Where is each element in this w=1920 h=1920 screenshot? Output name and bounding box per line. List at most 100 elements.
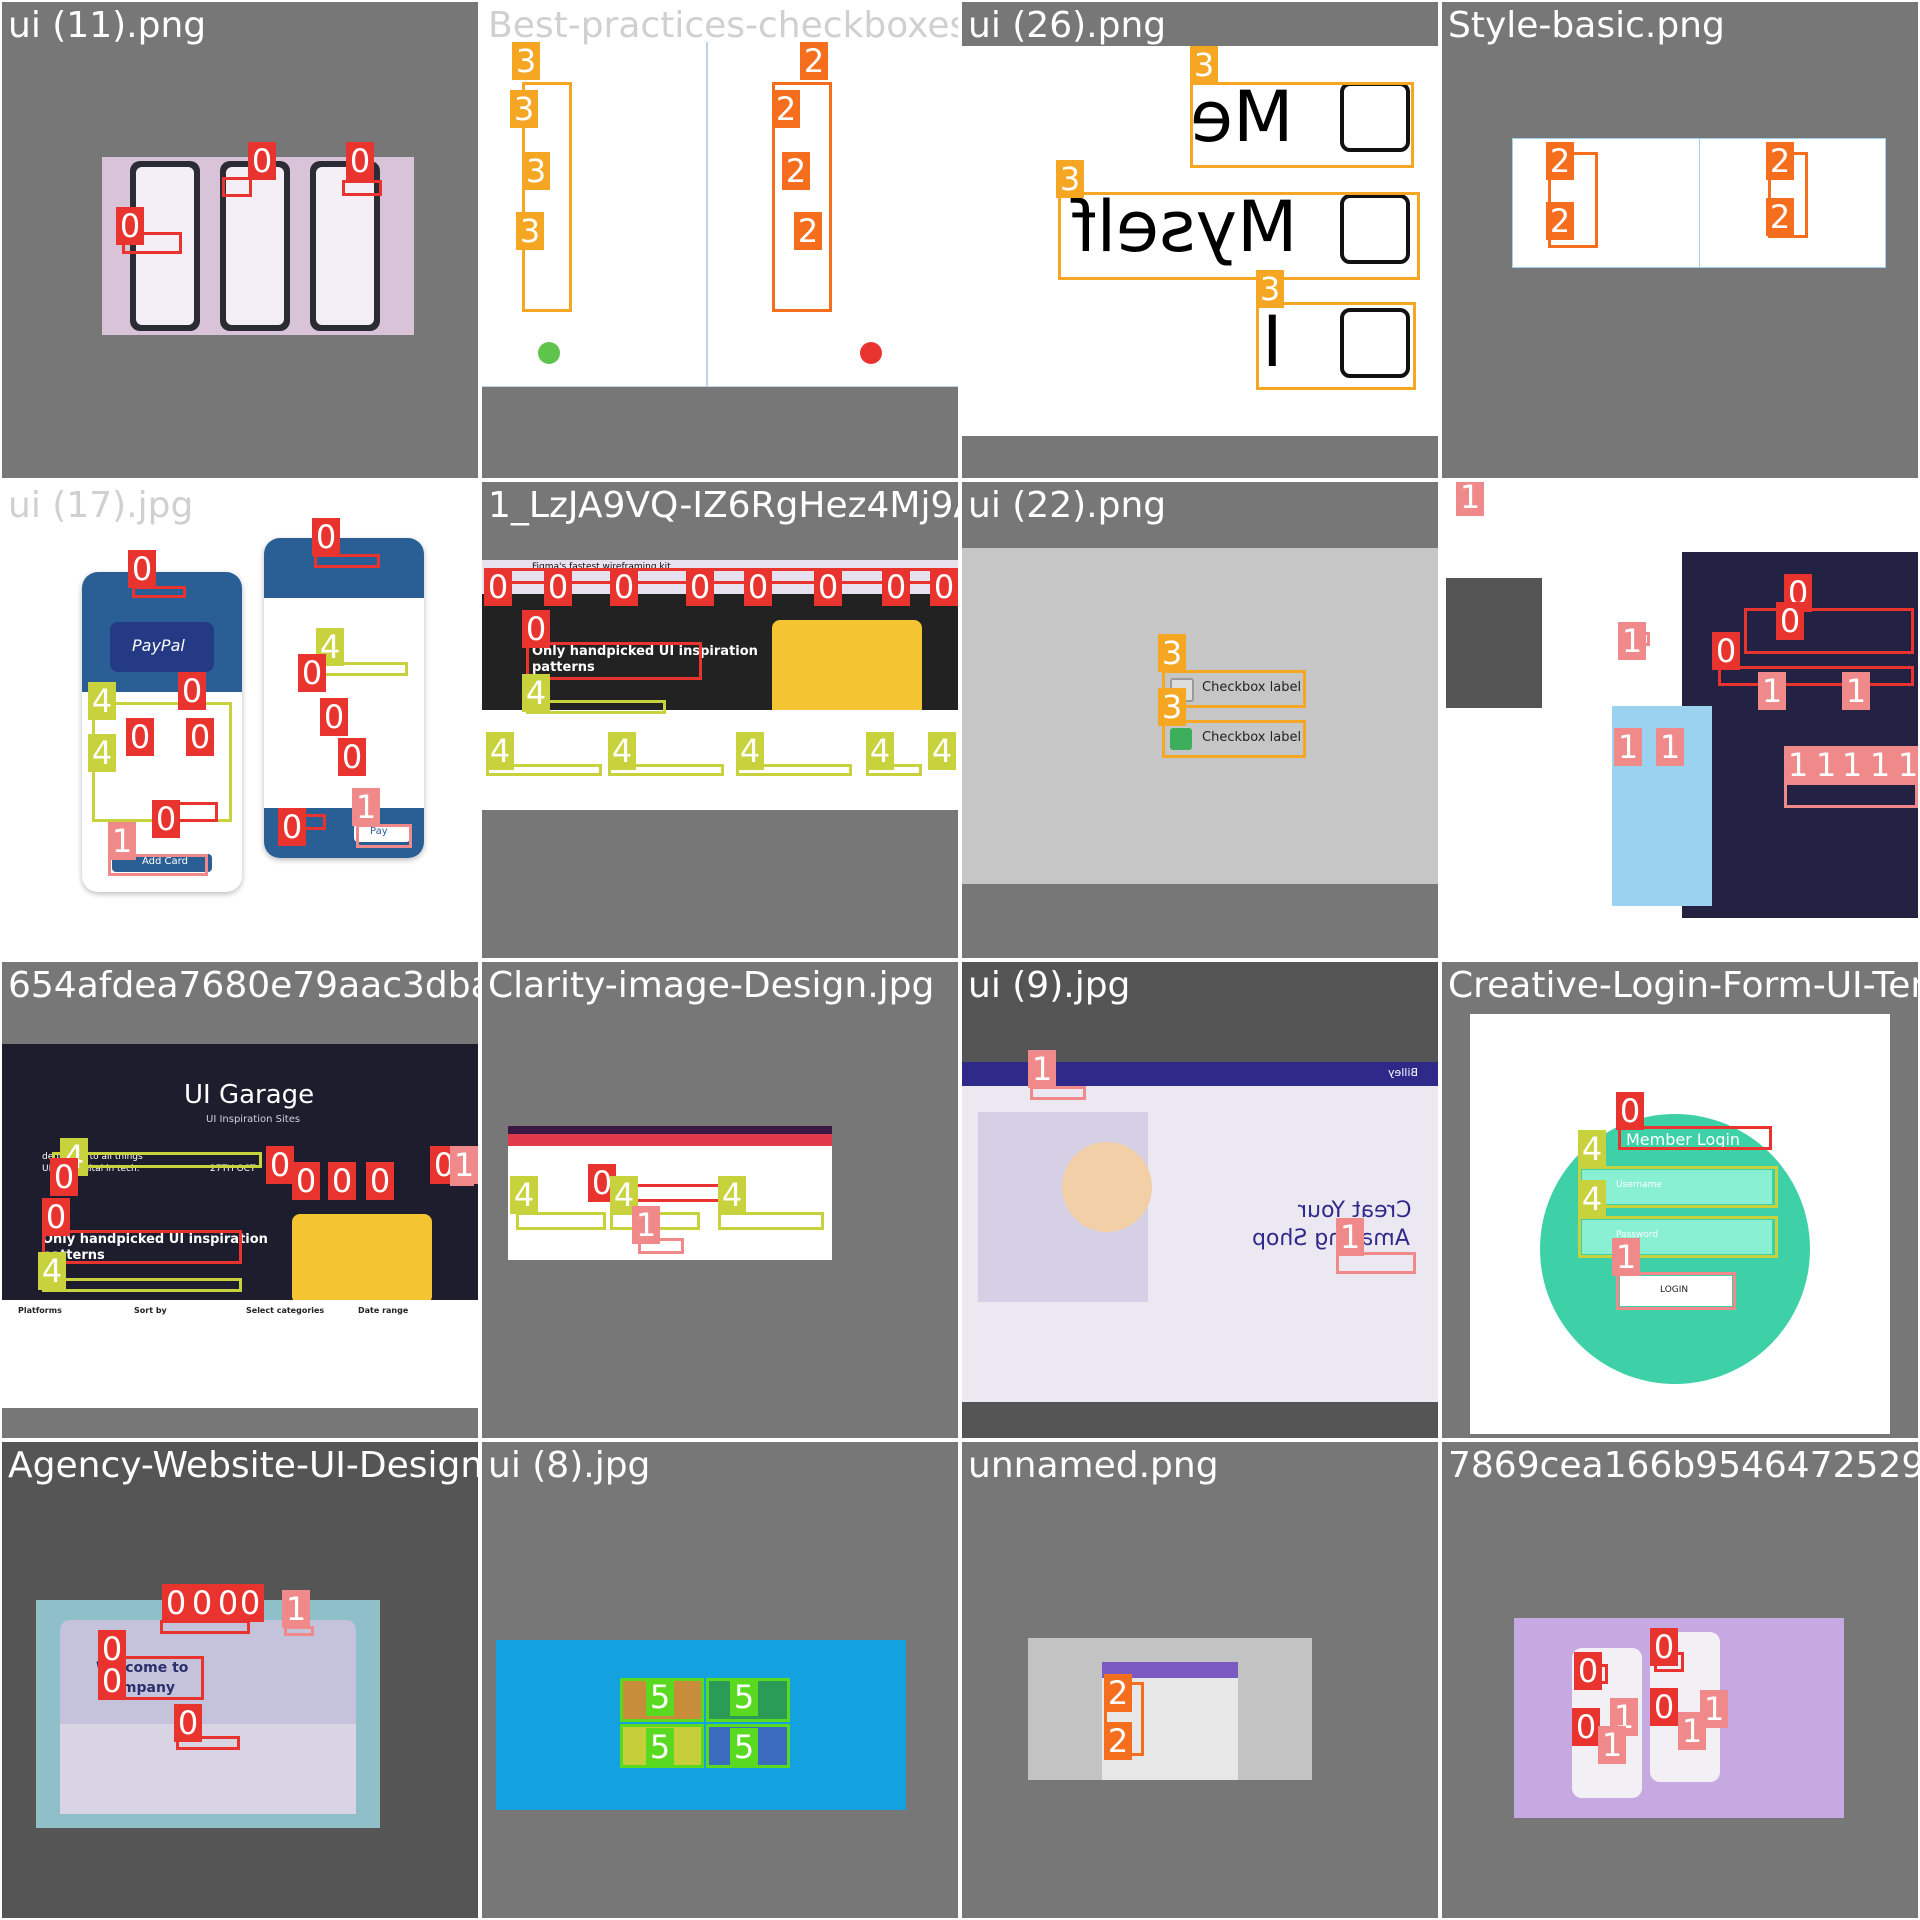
detection-box	[486, 764, 602, 776]
detection-box	[620, 1724, 704, 1768]
detection-box	[1744, 608, 1914, 654]
class-label: 2	[1546, 202, 1574, 240]
login-button[interactable]: LOGIN	[1620, 1276, 1732, 1306]
pay-button[interactable]: Pay	[354, 824, 410, 842]
class-label: 1	[1598, 1726, 1626, 1764]
class-label: 5	[730, 1728, 758, 1766]
class-label: 5	[730, 1678, 758, 1716]
tile-title: ui (9).jpg	[968, 965, 1131, 1006]
tile-6: Figma's fastest wireframing kit Only han…	[482, 482, 958, 958]
class-label: 0	[610, 568, 638, 606]
username-input[interactable]: Username	[1582, 1170, 1772, 1204]
thumbnail: Billey Creat Your Amazing Shop	[962, 1062, 1438, 1402]
class-label: 1	[1784, 746, 1812, 784]
tile-title: ui (22).png	[968, 485, 1167, 526]
class-label: 4	[38, 1252, 66, 1290]
chevron-down-icon	[1340, 194, 1410, 264]
class-label: 0	[320, 698, 348, 736]
thumbnail	[962, 548, 1438, 884]
class-label: 4	[608, 732, 636, 770]
class-label: 4	[1578, 1130, 1606, 1168]
class-label: 0	[522, 610, 550, 648]
tile-8: qGuKwAQ259NcCuhzGTUti 1 0 0 0 1 1 1 1 1 …	[1442, 482, 1918, 958]
class-label: 3	[1256, 270, 1284, 308]
class-label: 0	[1572, 1708, 1600, 1746]
thumbnail	[508, 1126, 832, 1260]
detection-box	[608, 764, 724, 776]
tile-title: Creative-Login-Form-UI-Templ	[1448, 965, 1918, 1006]
add-card-button[interactable]: Add Card	[112, 854, 212, 872]
class-label: 0	[178, 672, 206, 710]
class-label: 0	[1616, 1092, 1644, 1130]
class-label: 1	[1656, 728, 1684, 766]
class-label: 2	[1766, 198, 1794, 236]
class-label: 0	[128, 550, 156, 588]
checkbox-checked[interactable]	[1170, 728, 1192, 750]
checkbox-label: Checkbox label	[1202, 730, 1302, 745]
class-label: 0	[338, 738, 366, 776]
class-label: 1	[1866, 746, 1894, 784]
class-label: 1	[1894, 746, 1918, 784]
checkbox-label: Checkbox label	[1202, 680, 1302, 695]
paypal-label: PayPal	[132, 636, 185, 655]
class-label: 0	[266, 1146, 294, 1184]
tile-5: ui (17).jpg PayPal Add Card Pay 0 0 4 4 …	[2, 482, 478, 958]
class-label: 1	[1842, 672, 1870, 710]
tile-15: unnamed.png 2 2	[962, 1442, 1438, 1918]
class-label: 1	[108, 822, 136, 860]
detection-box	[522, 82, 572, 312]
class-label: 0	[236, 1584, 264, 1622]
thumbnail	[102, 157, 414, 335]
photo	[1446, 578, 1542, 708]
detection-box	[1256, 302, 1416, 390]
class-label: 0	[98, 1662, 126, 1700]
class-label: 0	[126, 718, 154, 756]
class-label: 0	[186, 718, 214, 756]
tile-title: ui (17).jpg	[8, 485, 194, 526]
class-label: 4	[1578, 1180, 1606, 1218]
class-label: 4	[928, 732, 956, 770]
class-label: 4	[486, 732, 514, 770]
class-label: 4	[718, 1176, 746, 1214]
thumbnail	[482, 2, 958, 387]
class-label: 3	[522, 152, 550, 190]
detection-box	[1784, 782, 1918, 808]
tile-1: ui (11).png 0 0 0	[2, 2, 478, 478]
detection-box	[736, 764, 852, 776]
class-label: 0	[930, 568, 958, 606]
class-label: 1	[1028, 1050, 1056, 1088]
class-label: 0	[882, 568, 910, 606]
tile-title: unnamed.png	[968, 1445, 1219, 1486]
class-label: 0	[1650, 1628, 1678, 1666]
tile-title: qGuKwAQ259NcCuhzGTUti	[1448, 485, 1918, 526]
tile-13: Welcome to Company Agency-Website-UI-Des…	[2, 1442, 478, 1918]
class-label: 4	[510, 1176, 538, 1214]
class-label: 1	[1812, 746, 1840, 784]
class-label: 0	[248, 142, 276, 180]
class-label: 0	[188, 1584, 216, 1622]
tile-title: Style-basic.png	[1448, 5, 1725, 46]
detection-box	[516, 1212, 606, 1230]
class-label: 3	[1158, 634, 1186, 672]
detection-box	[356, 824, 412, 848]
detection-box	[314, 554, 380, 568]
class-label: 0	[98, 1630, 126, 1668]
class-label: 0	[174, 1704, 202, 1742]
tile-14: ui (8).jpg 5 5 5 5	[482, 1442, 958, 1918]
class-label: 0	[116, 207, 144, 245]
tile-title: Clarity-image-Design.jpg	[488, 965, 935, 1006]
class-label: 0	[588, 1164, 616, 1202]
thumbnail	[1028, 1638, 1312, 1780]
class-label: 1	[1336, 1218, 1364, 1256]
phone-mockup	[130, 161, 200, 331]
filter-label: Sort by	[134, 1306, 167, 1315]
phone-screen: PayPal Add Card	[82, 572, 242, 892]
detection-box	[718, 1212, 824, 1230]
tile-title: 1_LzJA9VQ-IZ6RgHez4Mj9AQ (22).png	[488, 485, 958, 526]
filter-label: Select categories	[246, 1306, 325, 1315]
tile-12: Creative-Login-Form-UI-Templ Member Logi…	[1442, 962, 1918, 1438]
class-label: 1	[1618, 622, 1646, 660]
detection-box	[222, 177, 252, 197]
tile-16: 7869cea166b9546472529e4 0 0 0 0 1 1 1 1	[1442, 1442, 1918, 1918]
